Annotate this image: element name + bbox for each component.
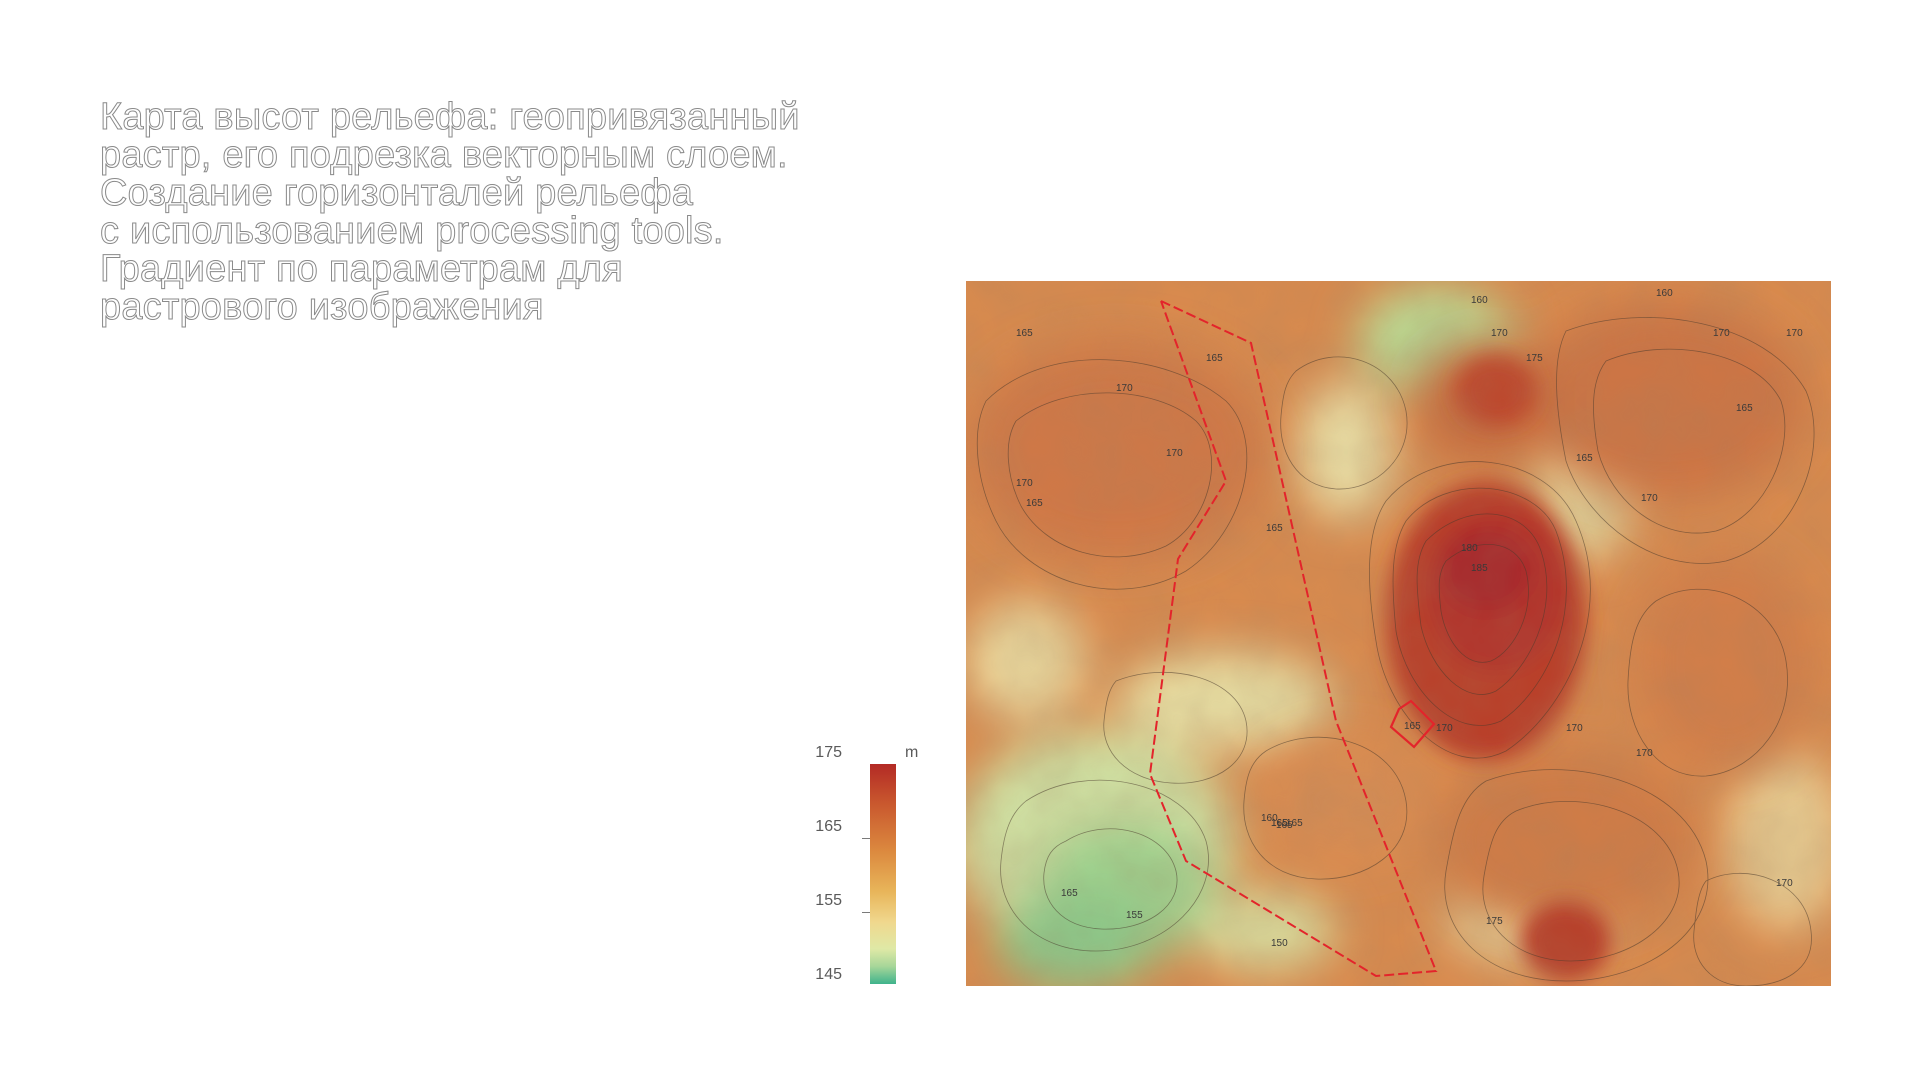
contour-label: 165 — [1016, 328, 1033, 339]
contour-label: 165 — [1061, 888, 1078, 899]
legend-tick-175: 175 — [815, 744, 842, 761]
contour-label: 165 — [1276, 820, 1293, 831]
elevation-map-svg: 165 165 160 160 170 170 170 170 175 165 … — [966, 281, 1831, 986]
contour-label: 150 — [1271, 938, 1288, 949]
contour-label: 165 — [1736, 403, 1753, 414]
legend-unit: m — [905, 744, 919, 761]
contour-label: 170 — [1436, 723, 1453, 734]
contour-label: 170 — [1116, 383, 1133, 394]
title-line: с использованием processing tools. — [100, 210, 724, 252]
legend-tick-155: 155 — [815, 892, 842, 909]
contour-label: 175 — [1486, 916, 1503, 927]
legend-tickmark — [862, 838, 870, 839]
contour-label: 165 — [1206, 353, 1223, 364]
contour-label: 170 — [1776, 878, 1793, 889]
site-label: 165 — [1404, 721, 1421, 732]
contour-label: 165 — [1266, 523, 1283, 534]
elevation-map[interactable]: 165 165 160 160 170 170 170 170 175 165 … — [966, 281, 1831, 986]
contour-label: 170 — [1491, 328, 1508, 339]
elevation-legend: m 175 165 155 145 — [800, 742, 940, 992]
study-area-boundary[interactable] — [1148, 300, 1438, 978]
contour-label: 170 — [1786, 328, 1803, 339]
title-line: Карта высот рельефа: геопривязанный — [100, 96, 800, 138]
contour-label: 160 — [1656, 288, 1673, 299]
title-line: Создание горизонталей рельефа — [100, 172, 694, 214]
title-line: растр, его подрезка векторным слоем. — [100, 134, 789, 176]
title-line: Градиент по параметрам для — [100, 248, 624, 290]
contour-label: 170 — [1636, 748, 1653, 759]
contour-label: 165 — [1026, 498, 1043, 509]
contour-label: 165 — [1576, 453, 1593, 464]
contour-lines — [976, 317, 1815, 986]
contour-label: 170 — [1016, 478, 1033, 489]
contour-label: 170 — [1713, 328, 1730, 339]
contour-label: 170 — [1641, 493, 1658, 504]
contour-label: 160 — [1261, 813, 1278, 824]
site-outline[interactable] — [1389, 699, 1436, 749]
legend-tickmark — [862, 912, 870, 913]
contour-label: 165 — [1271, 818, 1288, 829]
contour-label: 165 — [1271, 818, 1288, 829]
contour-label-group: 165 165 160 160 170 170 170 170 175 165 … — [1016, 288, 1803, 949]
contour-label: 180 — [1461, 543, 1478, 554]
legend-tick-165: 165 — [815, 818, 842, 835]
contour-label: 165 — [1286, 818, 1303, 829]
contour-label: 155 — [1126, 910, 1143, 921]
contour-label: 175 — [1526, 353, 1543, 364]
legend-color-ramp — [870, 764, 896, 984]
terrain-hillshade — [966, 281, 1831, 986]
contour-label: 185 — [1471, 563, 1488, 574]
contour-label: 160 — [1471, 295, 1488, 306]
legend-tick-145: 145 — [815, 966, 842, 983]
contour-label: 170 — [1166, 448, 1183, 459]
slide-title: Карта высот рельефа: геопривязанный раст… — [100, 96, 860, 328]
contour-label: 170 — [1566, 723, 1583, 734]
title-line: растрового изображения — [100, 286, 544, 328]
